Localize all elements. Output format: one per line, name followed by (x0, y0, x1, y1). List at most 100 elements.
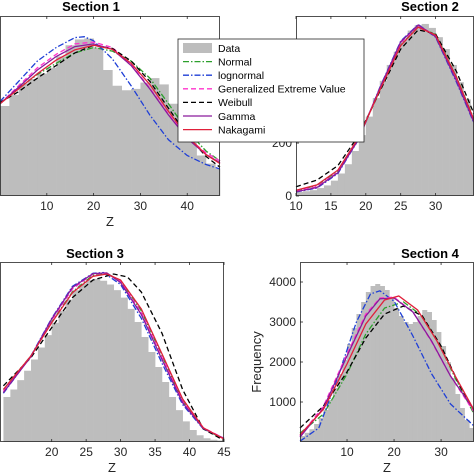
histogram-bar (168, 397, 177, 442)
histogram-bar (417, 316, 423, 442)
legend-label: Weibull (218, 97, 252, 109)
histogram-bar (398, 316, 404, 442)
histogram-bar (309, 429, 315, 442)
histogram-bar (120, 297, 128, 443)
histogram-bar (386, 64, 395, 196)
histogram-bar (450, 378, 456, 442)
curve-gamma (295, 24, 474, 193)
panel-section-3: Section 3 20 25 30 35 40 45 Z (0, 246, 231, 474)
x-tick-label: 35 (148, 445, 162, 459)
histogram-bar (459, 408, 465, 442)
histogram-bar (337, 374, 343, 442)
y-tick-label: 4000 (269, 275, 296, 289)
curve-nakagami (2, 273, 225, 440)
histogram-bar (389, 298, 395, 442)
histogram-bar (121, 90, 132, 196)
histogram-bar (127, 308, 135, 443)
curve-normal (0, 46, 221, 162)
x-tick-label: 30 (429, 199, 443, 213)
histogram-bar (74, 39, 85, 197)
histogram-bar (463, 99, 471, 196)
curve-nakagami (295, 26, 474, 191)
panel-title: Section 1 (62, 0, 120, 14)
x-tick-label: 30 (114, 445, 128, 459)
histogram-bar (330, 180, 339, 196)
histogram-bar (93, 278, 101, 443)
panel-section-4: Section 4 10 20 30 1000 2000 3000 4000 Z Frequen… (249, 246, 474, 474)
curve-generalized-extreme-value (299, 296, 474, 437)
histogram-bar (394, 308, 400, 442)
histogram-bar (31, 359, 39, 442)
panel-title: Section 4 (401, 246, 460, 261)
histogram-bar (379, 286, 385, 442)
histogram-bar (79, 283, 87, 442)
histogram-bar (182, 421, 190, 443)
histogram-bar (442, 49, 450, 197)
x-tick-label: 25 (80, 445, 94, 459)
histogram-bar (375, 284, 381, 442)
histogram-bar (93, 47, 104, 196)
x-tick-label: 20 (45, 445, 59, 459)
histogram-bar (86, 280, 94, 442)
histogram-bar (414, 25, 422, 197)
histogram-bar (372, 98, 381, 196)
panel-title: Section 2 (401, 0, 459, 14)
legend-label: lognormal (218, 70, 264, 82)
histogram-bar (205, 163, 216, 196)
histogram-bar (210, 439, 218, 442)
histogram-bar (177, 123, 188, 196)
histogram-bar (296, 192, 304, 196)
histogram-bar (351, 151, 360, 196)
y-tick-label: 3000 (269, 315, 296, 329)
x-tick-label: 10 (40, 199, 54, 213)
histogram-bar (99, 280, 108, 442)
x-tick-label: 30 (134, 199, 148, 213)
histogram-bar (187, 141, 197, 196)
histogram-bar (318, 418, 324, 442)
x-tick-label: 40 (183, 445, 197, 459)
histogram-bar (9, 94, 20, 196)
histogram-bar (18, 83, 29, 196)
histogram-bar (56, 56, 66, 196)
histogram-bar (356, 314, 362, 442)
histogram-bar (309, 190, 318, 196)
histogram-bar (140, 82, 151, 196)
axes-box (0, 262, 224, 442)
histogram-bar (431, 320, 437, 442)
histogram-bar (168, 103, 179, 196)
histogram-bar (456, 82, 464, 196)
histogram-bar (84, 38, 94, 196)
histogram-bar (148, 352, 156, 442)
histogram-bar (464, 420, 470, 442)
histogram-bar (302, 191, 311, 196)
histogram-bar (323, 185, 332, 196)
histogram-bar (332, 388, 338, 442)
histogram-bar (445, 362, 451, 442)
x-tick-label: 15 (324, 199, 338, 213)
histogram-bar (106, 284, 115, 442)
histogram-bar (470, 116, 474, 196)
histogram-bar (112, 85, 122, 196)
histogram-bar (28, 79, 38, 196)
histogram-bar (44, 335, 52, 443)
histogram-bar (384, 290, 390, 442)
histogram-bar (102, 70, 113, 196)
histogram-bar (422, 310, 428, 442)
histogram-bar (408, 324, 414, 442)
histogram-bar (203, 438, 211, 442)
histogram-bar (347, 344, 353, 442)
histogram-bar (46, 67, 57, 196)
legend-label: Data (218, 43, 240, 55)
histogram-bar (0, 106, 10, 196)
x-tick-label: 10 (289, 199, 303, 213)
histogram-bar (131, 88, 141, 196)
histogram-bar (37, 73, 48, 196)
histogram-bar (426, 312, 432, 442)
histogram-bar (24, 370, 32, 442)
curve-nakagami (299, 295, 474, 436)
y-tick-label: 0 (285, 189, 292, 203)
histogram-bar (323, 410, 329, 442)
y-axis-label: Frequency (249, 331, 264, 393)
